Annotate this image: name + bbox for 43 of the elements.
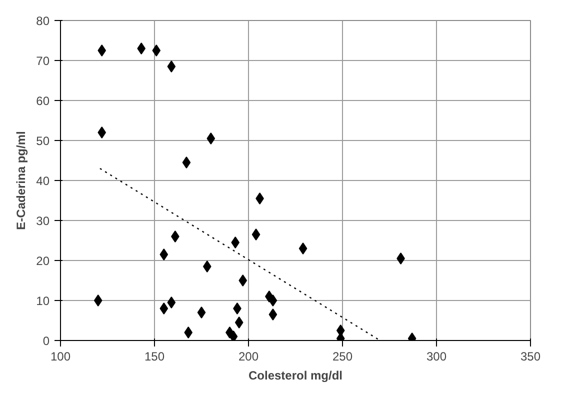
point (167, 296, 176, 308)
point (98, 126, 106, 138)
point (252, 228, 260, 240)
y-tick-label: 50 (36, 134, 50, 148)
point (197, 306, 206, 318)
x-tick-label: 250 (332, 350, 353, 364)
point (184, 326, 193, 338)
y-tick-label: 30 (36, 214, 50, 228)
point (152, 44, 161, 56)
point (137, 42, 146, 54)
y-tick-label: 10 (36, 294, 50, 308)
point (94, 294, 102, 306)
y-tick-label: 80 (36, 14, 50, 28)
x-tick-label: 100 (50, 350, 71, 364)
point (396, 252, 405, 264)
point (160, 302, 168, 314)
x-tick-label: 150 (144, 350, 165, 364)
y-tick-label: 0 (42, 334, 50, 348)
y-tick-label: 70 (36, 54, 50, 68)
y-axis-title: E-Caderina pg/ml (14, 131, 28, 230)
point (268, 308, 278, 320)
x-axis-title: Colesterol mg/dl (248, 368, 343, 382)
point (268, 294, 278, 306)
x-tick-label: 350 (520, 350, 541, 364)
point (171, 230, 180, 242)
point (256, 192, 264, 204)
point (98, 44, 106, 56)
x-tick-label: 200 (238, 350, 259, 364)
point (233, 302, 242, 314)
point (234, 316, 244, 328)
point (160, 248, 168, 260)
point (182, 156, 191, 168)
y-tick-label: 40 (36, 174, 50, 188)
y-tick-label: 20 (36, 254, 50, 268)
point (238, 274, 248, 286)
point (206, 132, 216, 144)
point (167, 60, 176, 72)
x-tick-label: 300 (426, 350, 447, 364)
point (202, 260, 212, 272)
point (231, 236, 240, 248)
y-tick-label: 60 (36, 94, 50, 108)
point (229, 330, 238, 340)
point (298, 242, 308, 254)
